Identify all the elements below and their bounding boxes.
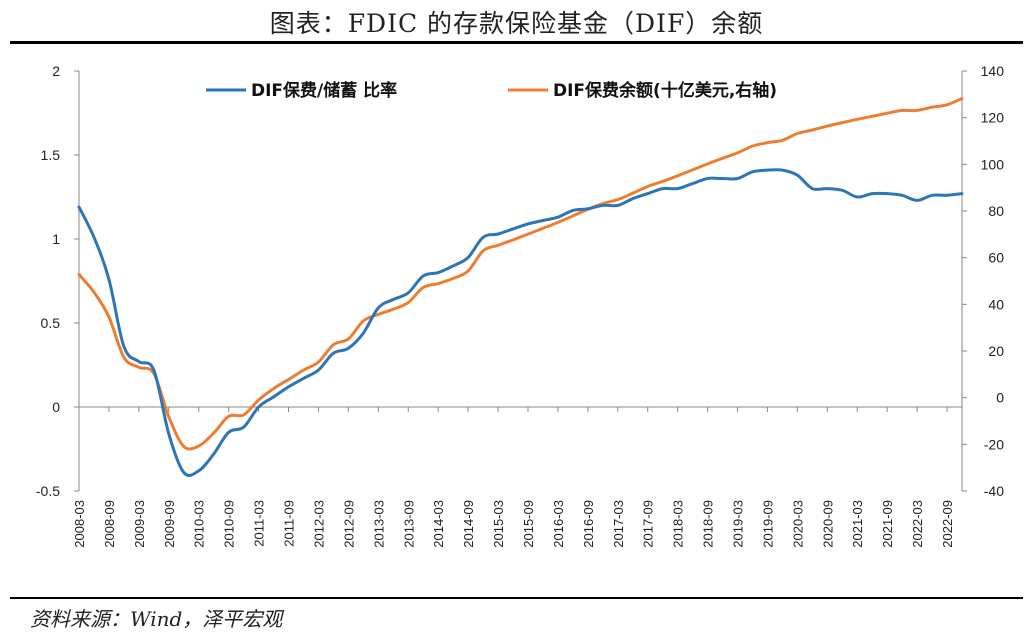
balance-series-line [77, 97, 964, 451]
x-tick-label: 2021-03 [850, 500, 865, 548]
right-tick-label: 0 [996, 390, 1004, 406]
x-tick-label: 2018-09 [701, 500, 716, 548]
series-lines [77, 97, 964, 477]
right-tick-label: 140 [981, 63, 1005, 79]
x-tick-label: 2008-09 [102, 500, 117, 548]
x-tick-label: 2022-09 [940, 500, 955, 548]
right-tick-label: 120 [981, 110, 1005, 126]
left-tick-label: 2 [52, 63, 60, 79]
x-tick-label: 2009-09 [162, 500, 177, 548]
dif-chart: -0.5 0 0.5 1 1.5 2 -40 -20 0 20 40 60 80 100 120 140 200… [36, 63, 1004, 548]
x-tick-label: 2011-03 [252, 500, 267, 547]
x-tick-label: 2010-09 [222, 500, 237, 548]
source-note: 资料来源：Wind，泽平宏观 [30, 607, 283, 631]
axes-group: -0.5 0 0.5 1 1.5 2 -40 -20 0 20 40 60 80 100 120 140 200… [36, 63, 1004, 548]
x-tick-label: 2016-09 [581, 500, 596, 548]
x-tick-label: 2017-03 [611, 500, 626, 548]
right-tick-label: 80 [988, 203, 1004, 219]
x-tick-label: 2019-09 [760, 500, 775, 548]
x-tick-label: 2014-03 [431, 500, 446, 548]
left-tick-label: 0.5 [41, 315, 61, 331]
x-tick-label: 2012-03 [311, 500, 326, 548]
left-tick-label: 0 [52, 399, 60, 415]
x-tick-label: 2011-09 [282, 500, 297, 547]
x-tick-label: 2020-09 [820, 500, 835, 548]
x-tick-label: 2022-03 [910, 500, 925, 548]
x-tick-label: 2019-03 [731, 500, 746, 548]
x-tick-label: 2009-03 [132, 500, 147, 548]
x-tick-label: 2014-09 [461, 500, 476, 548]
left-tick-label: -0.5 [36, 483, 60, 499]
left-tick-label: 1 [52, 231, 60, 247]
right-tick-label: 100 [981, 156, 1005, 172]
x-tick-label: 2012-09 [341, 500, 356, 548]
left-tick-label: 1.5 [41, 147, 61, 163]
legend-label-ratio: DIF保费/储蓄 比率 [251, 80, 397, 101]
x-tick-label: 2021-09 [880, 500, 895, 548]
x-tick-label: 2015-09 [521, 500, 536, 548]
x-tick-label: 2017-09 [641, 500, 656, 548]
x-tick-label: 2013-09 [401, 500, 416, 548]
x-tick-label: 2016-03 [551, 500, 566, 548]
x-tick-label: 2010-03 [192, 500, 207, 548]
chart-title: 图表：FDIC 的存款保险基金（DIF）余额 [269, 9, 764, 38]
right-tick-label: 60 [988, 250, 1004, 266]
right-tick-label: -40 [984, 483, 1004, 499]
ratio-series-line [77, 168, 964, 477]
x-tick-label: 2015-03 [491, 500, 506, 548]
legend-label-balance: DIF保费余额(十亿美元,右轴) [553, 80, 777, 101]
x-tick-label: 2013-03 [371, 500, 386, 548]
x-tick-label: 2018-03 [671, 500, 686, 548]
legend: DIF保费/储蓄 比率 DIF保费余额(十亿美元,右轴) [206, 80, 777, 101]
title-rule [10, 41, 1023, 44]
x-tick-label: 2020-03 [790, 500, 805, 548]
right-tick-label: 40 [988, 296, 1004, 312]
right-tick-label: -20 [984, 436, 1004, 452]
x-tick-label: 2008-03 [72, 500, 87, 548]
right-tick-label: 20 [988, 343, 1004, 359]
source-rule [10, 597, 1023, 599]
